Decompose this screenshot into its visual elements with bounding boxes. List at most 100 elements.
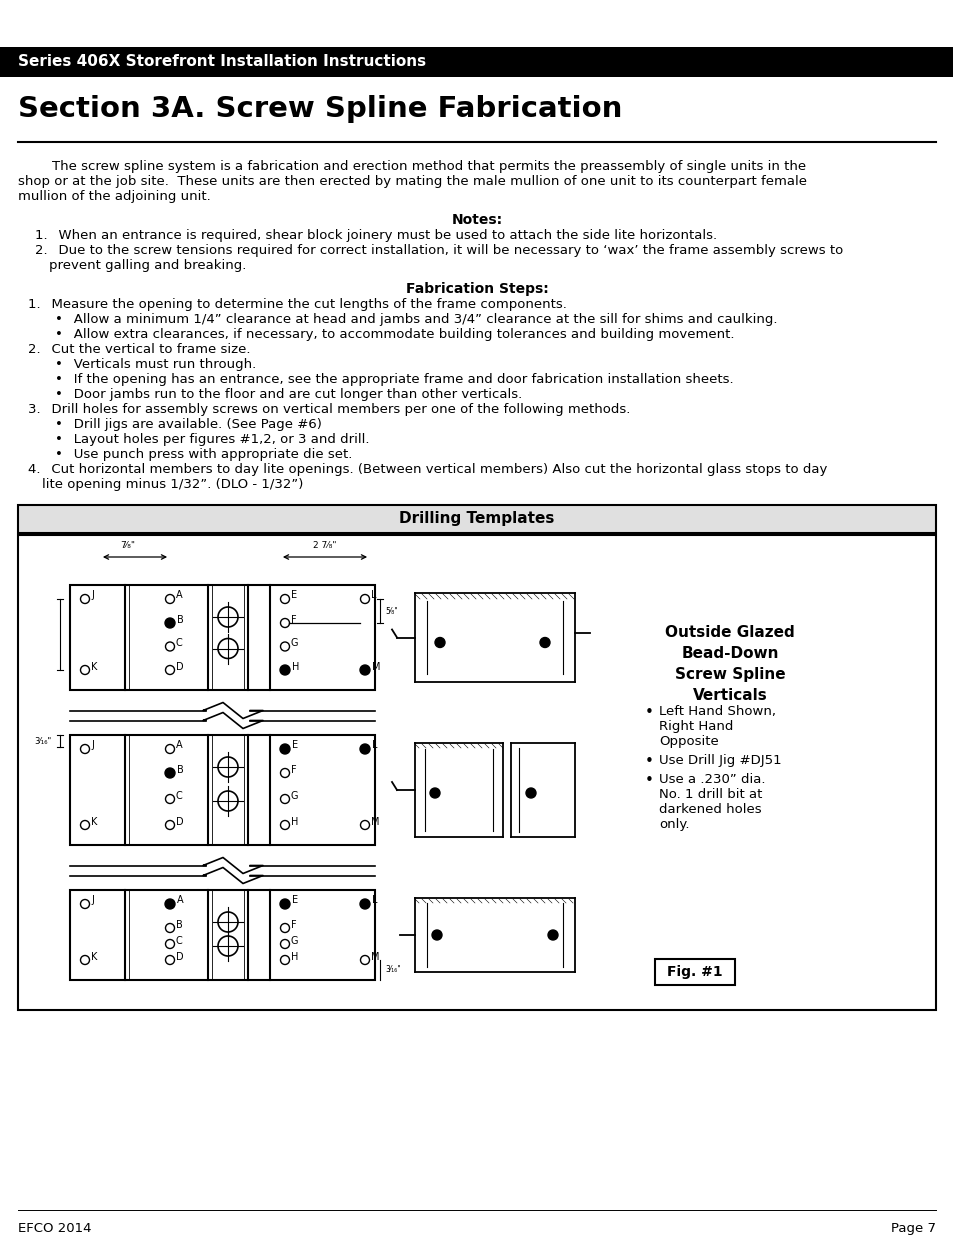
Circle shape bbox=[280, 743, 290, 755]
Text: Left Hand Shown,: Left Hand Shown, bbox=[659, 705, 775, 718]
Text: prevent galling and breaking.: prevent galling and breaking. bbox=[49, 259, 246, 272]
Text: E: E bbox=[292, 740, 297, 750]
Text: •  Layout holes per figures #1,2, or 3 and drill.: • Layout holes per figures #1,2, or 3 an… bbox=[55, 433, 369, 446]
Circle shape bbox=[359, 899, 370, 909]
Text: C: C bbox=[175, 790, 183, 802]
Text: darkened holes: darkened holes bbox=[659, 803, 760, 816]
Text: Opposite: Opposite bbox=[659, 735, 718, 748]
Text: K: K bbox=[91, 818, 97, 827]
Text: L: L bbox=[372, 740, 377, 750]
Bar bbox=[70, 890, 375, 981]
Text: B: B bbox=[177, 764, 184, 776]
Circle shape bbox=[280, 664, 290, 676]
Text: A: A bbox=[175, 590, 182, 600]
Text: E: E bbox=[291, 590, 296, 600]
Text: L: L bbox=[371, 590, 376, 600]
Text: lite opening minus 1/32”. (DLO - 1/32”): lite opening minus 1/32”. (DLO - 1/32”) bbox=[42, 478, 303, 492]
Text: 3⁄₁₆": 3⁄₁₆" bbox=[385, 966, 400, 974]
Text: G: G bbox=[291, 790, 298, 802]
Text: G: G bbox=[291, 936, 298, 946]
Text: Section 3A. Screw Spline Fabrication: Section 3A. Screw Spline Fabrication bbox=[18, 95, 621, 124]
Text: •: • bbox=[644, 773, 653, 788]
Text: 1.  Measure the opening to determine the cut lengths of the frame components.: 1. Measure the opening to determine the … bbox=[28, 298, 566, 311]
Text: 3.  Drill holes for assembly screws on vertical members per one of the following: 3. Drill holes for assembly screws on ve… bbox=[28, 403, 630, 416]
Text: M: M bbox=[372, 662, 380, 672]
Text: B: B bbox=[177, 615, 184, 625]
Text: K: K bbox=[91, 662, 97, 672]
Circle shape bbox=[280, 899, 290, 909]
Text: The screw spline system is a fabrication and erection method that permits the pr: The screw spline system is a fabrication… bbox=[18, 161, 805, 173]
Text: mullion of the adjoining unit.: mullion of the adjoining unit. bbox=[18, 190, 211, 203]
Text: •  Verticals must run through.: • Verticals must run through. bbox=[55, 358, 256, 370]
Text: F: F bbox=[291, 920, 296, 930]
Text: 4.  Cut horizontal members to day lite openings. (Between vertical members) Also: 4. Cut horizontal members to day lite op… bbox=[28, 463, 826, 475]
Text: 2.  Due to the screw tensions required for correct installation, it will be nece: 2. Due to the screw tensions required fo… bbox=[35, 245, 842, 257]
Text: Series 406X Storefront Installation Instructions: Series 406X Storefront Installation Inst… bbox=[18, 54, 426, 69]
Circle shape bbox=[165, 618, 174, 629]
Text: J: J bbox=[91, 590, 93, 600]
Bar bbox=[18, 505, 935, 534]
Text: D: D bbox=[175, 818, 183, 827]
Text: 1.  When an entrance is required, shear block joinery must be used to attach the: 1. When an entrance is required, shear b… bbox=[35, 228, 717, 242]
Text: •: • bbox=[644, 705, 653, 720]
Text: •  Drill jigs are available. (See Page #6): • Drill jigs are available. (See Page #6… bbox=[55, 417, 321, 431]
Text: A: A bbox=[177, 895, 183, 905]
Text: M: M bbox=[371, 952, 379, 962]
Text: •  Door jambs run to the floor and are cut longer than other verticals.: • Door jambs run to the floor and are cu… bbox=[55, 388, 521, 401]
Bar bbox=[655, 960, 734, 986]
Text: shop or at the job site.  These units are then erected by mating the male mullio: shop or at the job site. These units are… bbox=[18, 175, 806, 188]
Text: 2 7⁄₈": 2 7⁄₈" bbox=[313, 541, 336, 550]
Text: •: • bbox=[644, 755, 653, 769]
Circle shape bbox=[525, 788, 536, 798]
Text: J: J bbox=[91, 895, 93, 905]
Text: 7⁄₈": 7⁄₈" bbox=[120, 541, 135, 550]
Text: Use a .230” dia.: Use a .230” dia. bbox=[659, 773, 764, 785]
Bar bbox=[0, 47, 953, 77]
Bar bbox=[18, 535, 935, 1010]
Text: Drilling Templates: Drilling Templates bbox=[399, 511, 554, 526]
Text: EFCO 2014: EFCO 2014 bbox=[18, 1221, 91, 1235]
Text: Notes:: Notes: bbox=[451, 212, 502, 227]
Text: C: C bbox=[175, 638, 183, 648]
Text: 5⁄₈": 5⁄₈" bbox=[385, 606, 397, 615]
Text: M: M bbox=[371, 818, 379, 827]
Text: No. 1 drill bit at: No. 1 drill bit at bbox=[659, 788, 761, 802]
Text: •  Use punch press with appropriate die set.: • Use punch press with appropriate die s… bbox=[55, 448, 352, 461]
Text: E: E bbox=[292, 895, 297, 905]
Circle shape bbox=[359, 743, 370, 755]
Circle shape bbox=[430, 788, 439, 798]
Text: L: L bbox=[372, 895, 377, 905]
Text: Fabrication Steps:: Fabrication Steps: bbox=[405, 282, 548, 296]
Text: A: A bbox=[175, 740, 182, 750]
Text: J: J bbox=[91, 740, 93, 750]
Circle shape bbox=[539, 637, 550, 647]
Circle shape bbox=[432, 930, 441, 940]
Text: H: H bbox=[291, 952, 298, 962]
Bar bbox=[70, 585, 375, 690]
Text: D: D bbox=[175, 952, 183, 962]
Text: K: K bbox=[91, 952, 97, 962]
Circle shape bbox=[435, 637, 444, 647]
Text: F: F bbox=[291, 764, 296, 776]
Text: D: D bbox=[175, 662, 183, 672]
Text: •  Allow extra clearances, if necessary, to accommodate building tolerances and : • Allow extra clearances, if necessary, … bbox=[55, 329, 734, 341]
Text: G: G bbox=[291, 638, 298, 648]
Circle shape bbox=[547, 930, 558, 940]
Text: Right Hand: Right Hand bbox=[659, 720, 733, 734]
Bar bbox=[70, 735, 375, 845]
Text: F: F bbox=[291, 615, 296, 625]
Text: C: C bbox=[175, 936, 183, 946]
Circle shape bbox=[359, 664, 370, 676]
Text: B: B bbox=[175, 920, 183, 930]
Circle shape bbox=[165, 768, 174, 778]
Text: Page 7: Page 7 bbox=[890, 1221, 935, 1235]
Text: Use Drill Jig #DJ51: Use Drill Jig #DJ51 bbox=[659, 755, 781, 767]
Text: only.: only. bbox=[659, 818, 689, 831]
Text: H: H bbox=[292, 662, 299, 672]
Text: Fig. #1: Fig. #1 bbox=[666, 965, 722, 979]
Text: •  Allow a minimum 1/4” clearance at head and jambs and 3/4” clearance at the si: • Allow a minimum 1/4” clearance at head… bbox=[55, 312, 777, 326]
Text: 3⁄₁₆": 3⁄₁₆" bbox=[34, 736, 51, 746]
Text: Outside Glazed
Bead-Down
Screw Spline
Verticals: Outside Glazed Bead-Down Screw Spline Ve… bbox=[664, 625, 794, 703]
Text: •  If the opening has an entrance, see the appropriate frame and door fabricatio: • If the opening has an entrance, see th… bbox=[55, 373, 733, 387]
Circle shape bbox=[165, 899, 174, 909]
